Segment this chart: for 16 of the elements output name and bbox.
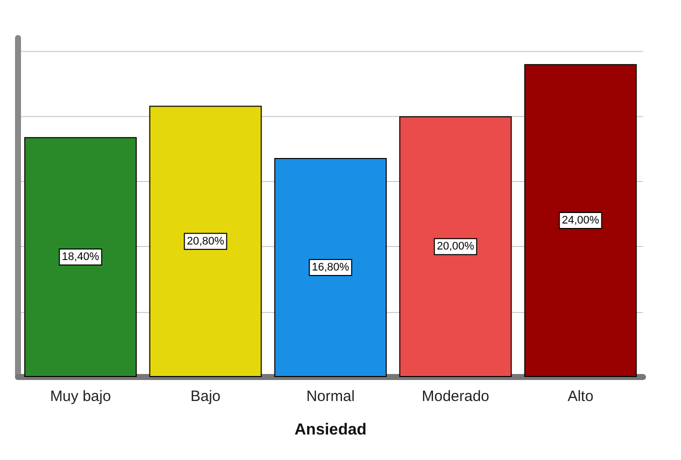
bar [274,158,387,377]
bar [24,137,137,377]
x-tick-label: Muy bajo [50,388,111,405]
data-label: 16,80% [312,261,350,274]
x-tick-label: Normal [306,388,355,405]
data-label: 24,00% [562,214,600,227]
x-tick-label: Bajo [190,388,221,405]
x-tick-label: Alto [568,388,594,405]
bar [149,106,262,377]
data-label: 18,40% [62,251,100,264]
bar [399,116,512,377]
bar [524,64,637,377]
x-tick-label: Moderado [422,388,490,405]
data-label: 20,80% [186,235,224,248]
x-axis-title: Ansiedad [294,422,367,438]
data-label: 20,00% [436,240,474,253]
